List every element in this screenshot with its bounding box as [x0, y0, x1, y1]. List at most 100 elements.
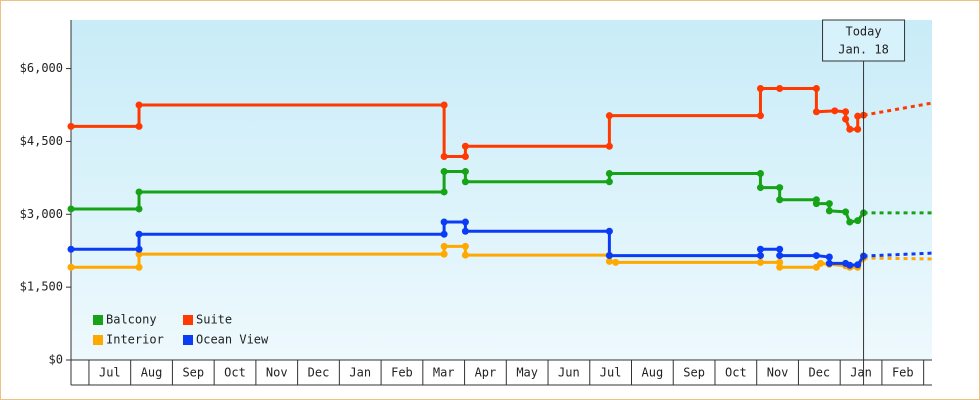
point	[605, 142, 613, 150]
x-tick-label: Sep	[683, 366, 705, 380]
point	[605, 257, 613, 265]
point	[825, 259, 833, 267]
point	[461, 218, 469, 226]
legend-swatch	[93, 315, 103, 325]
today-label: Today	[845, 25, 881, 39]
point	[605, 178, 613, 186]
x-tick-label: May	[516, 366, 538, 380]
legend-label: Suite	[196, 313, 232, 327]
today-box	[822, 19, 906, 62]
point	[440, 242, 448, 250]
point	[461, 142, 469, 150]
point	[825, 253, 833, 261]
point	[812, 108, 820, 116]
x-tick-label: Dec	[308, 366, 330, 380]
point	[440, 188, 448, 196]
y-tick-label: $6,000	[20, 61, 63, 75]
point	[135, 230, 143, 238]
point	[135, 245, 143, 253]
legend-label: Ocean View	[196, 333, 269, 347]
point	[756, 84, 764, 92]
point	[440, 152, 448, 160]
x-tick-label: Jan	[850, 366, 872, 380]
point	[776, 184, 784, 192]
point	[854, 261, 862, 269]
legend-swatch	[93, 335, 103, 345]
y-tick-label: $1,500	[20, 280, 63, 294]
x-tick-label: Nov	[767, 366, 789, 380]
point	[776, 196, 784, 204]
point	[756, 252, 764, 260]
x-tick-label: Mar	[433, 366, 455, 380]
point	[67, 263, 75, 271]
point	[842, 208, 850, 216]
point	[854, 217, 862, 225]
point	[461, 152, 469, 160]
x-tick-label: Jan	[349, 366, 371, 380]
point	[440, 101, 448, 109]
point	[135, 101, 143, 109]
point	[440, 250, 448, 258]
x-tick-label: Jul	[99, 366, 121, 380]
point	[605, 112, 613, 120]
point	[776, 263, 784, 271]
point	[846, 218, 854, 226]
point	[461, 251, 469, 259]
y-tick-label: $0	[49, 353, 63, 367]
x-tick-label: Jun	[558, 366, 580, 380]
point	[812, 200, 820, 208]
forecast-line	[863, 101, 933, 117]
point	[776, 245, 784, 253]
point	[135, 250, 143, 258]
x-tick-label: Jul	[600, 366, 622, 380]
point	[756, 112, 764, 120]
x-tick-label: Feb	[391, 366, 413, 380]
plot-area	[71, 20, 932, 360]
point	[612, 258, 620, 266]
point	[825, 207, 833, 215]
legend-swatch	[183, 335, 193, 345]
point	[461, 227, 469, 235]
point	[756, 245, 764, 253]
point	[67, 245, 75, 253]
x-tick-label: Dec	[808, 366, 830, 380]
today-label: Jan. 18	[838, 43, 889, 57]
legend-swatch	[183, 315, 193, 325]
point	[440, 218, 448, 226]
y-tick-label: $3,000	[20, 207, 63, 221]
point	[756, 184, 764, 192]
point	[842, 115, 850, 123]
point	[135, 205, 143, 213]
y-tick-label: $4,500	[20, 134, 63, 148]
point	[846, 125, 854, 133]
point	[135, 263, 143, 271]
point	[776, 258, 784, 266]
point	[440, 230, 448, 238]
x-tick-label: Oct	[725, 366, 747, 380]
point	[812, 252, 820, 260]
point	[461, 168, 469, 176]
point	[440, 168, 448, 176]
x-tick-label: Feb	[892, 366, 914, 380]
point	[831, 107, 839, 115]
point	[756, 258, 764, 266]
x-tick-label: Sep	[182, 366, 204, 380]
forecast-line	[863, 256, 933, 261]
legend-label: Interior	[106, 333, 164, 347]
point	[135, 122, 143, 130]
point	[817, 259, 825, 267]
x-tick-label: Aug	[642, 366, 664, 380]
x-tick-label: Aug	[141, 366, 163, 380]
point	[776, 252, 784, 260]
point	[825, 200, 833, 208]
x-tick-label: Nov	[266, 366, 288, 380]
point	[461, 242, 469, 250]
point	[812, 84, 820, 92]
point	[605, 252, 613, 260]
point	[135, 188, 143, 196]
legend-label: Balcony	[106, 313, 157, 327]
point	[842, 108, 850, 116]
point	[67, 205, 75, 213]
point	[776, 84, 784, 92]
point	[756, 169, 764, 177]
